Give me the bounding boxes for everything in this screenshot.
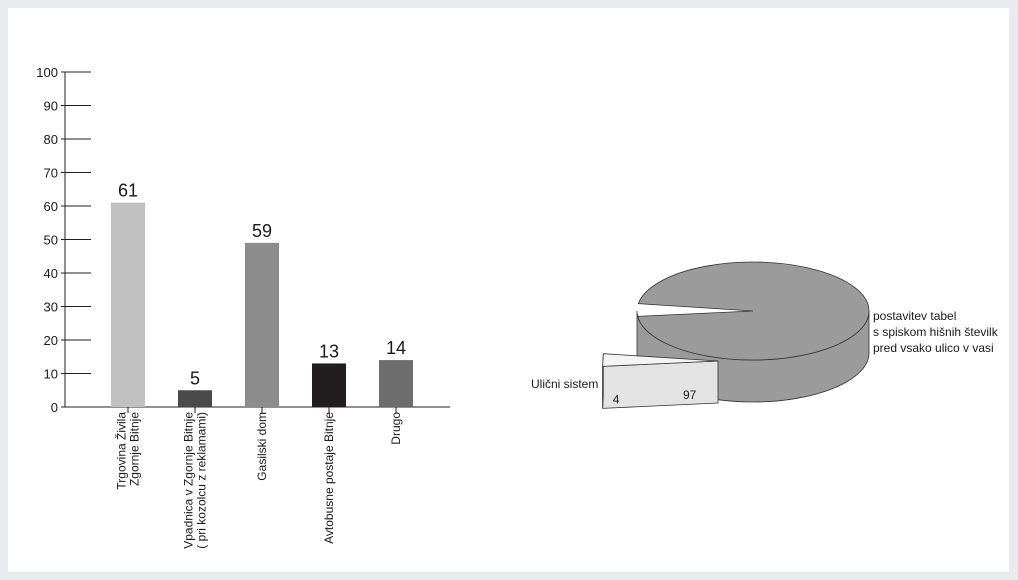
chart-panel: 0 10 20 30 40 50 60 70 80 90 100 61 Trgovina Živila Z… xyxy=(8,8,1009,572)
bar xyxy=(379,360,413,407)
x-category-label: Zgornje Bitnje xyxy=(128,412,142,486)
y-tick-label: 70 xyxy=(44,166,58,181)
pie-category-label: postavitev tabel xyxy=(873,309,956,323)
pie-value-label: 4 xyxy=(613,392,620,406)
bar xyxy=(245,242,279,407)
pie-category-label: Ulični sistem xyxy=(531,377,598,391)
bar xyxy=(178,390,212,407)
y-tick-label: 20 xyxy=(44,333,58,348)
bar-data-label: 13 xyxy=(319,341,339,361)
y-tick-label: 30 xyxy=(44,300,58,315)
bar-data-label: 14 xyxy=(386,338,406,358)
y-tick-label: 90 xyxy=(44,99,58,114)
pie-value-label: 97 xyxy=(683,388,697,402)
bar xyxy=(312,363,346,407)
bar-data-label: 61 xyxy=(118,181,138,201)
pie-category-label: pred vsako ulico v vasi xyxy=(873,341,994,355)
pie-slice-top xyxy=(637,261,870,361)
x-category-label: Vpadnica v Zgornje Bitnje xyxy=(182,412,196,549)
bar xyxy=(111,202,145,407)
x-category-label: Drugo xyxy=(389,412,403,445)
y-tick-label: 50 xyxy=(44,233,58,248)
chart-canvas: 0 10 20 30 40 50 60 70 80 90 100 61 Trgovina Živila Z… xyxy=(36,65,999,549)
y-tick-label: 60 xyxy=(44,199,58,214)
y-tick-label: 0 xyxy=(51,400,58,415)
pie-category-label: s spiskom hišnih številk xyxy=(873,325,999,339)
bar-data-label: 5 xyxy=(190,368,200,388)
pie-small-slice-top xyxy=(602,353,719,367)
x-category-label: Gasilski dom xyxy=(255,412,269,481)
y-tick-label: 100 xyxy=(36,65,58,80)
bar-chart: 0 10 20 30 40 50 60 70 80 90 100 61 Trgovina Živila Z… xyxy=(36,65,450,549)
y-tick-label: 10 xyxy=(44,367,58,382)
pie-chart: 4 97 Ulični sistem postavitev tabel s spisko… xyxy=(531,261,999,409)
y-tick-label: 40 xyxy=(44,266,58,281)
y-tick-label: 80 xyxy=(44,132,58,147)
bar-data-label: 59 xyxy=(252,221,272,241)
pie-small-slice-face xyxy=(602,360,719,409)
x-category-label: Trgovina Živila xyxy=(114,412,129,490)
x-category-label: ( pri kozolcu z reklamami) xyxy=(195,412,209,549)
x-category-label: Avtobusne postaje Bitnje xyxy=(322,412,336,544)
